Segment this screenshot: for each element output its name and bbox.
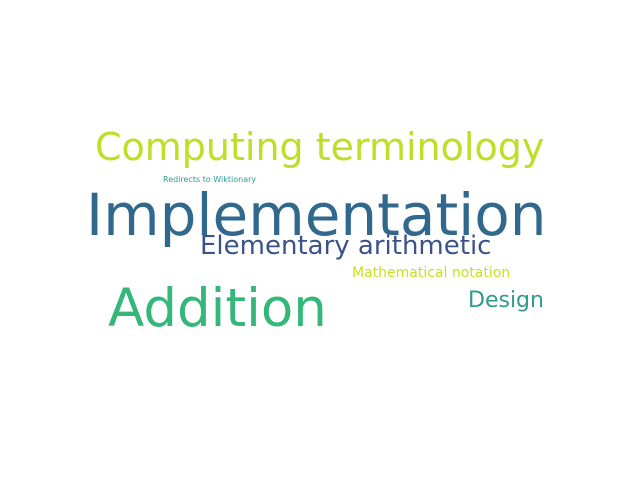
word-addition: Addition <box>108 278 327 339</box>
word-implementation: Implementation <box>86 181 547 249</box>
word-redirects-to-wiktionary: Redirects to Wiktionary <box>163 175 257 184</box>
word-design: Design <box>468 288 544 313</box>
word-computing-terminology: Computing terminology <box>95 125 545 169</box>
word-mathematical-notation: Mathematical notation <box>352 265 511 281</box>
word-elementary-arithmetic: Elementary arithmetic <box>200 231 492 261</box>
